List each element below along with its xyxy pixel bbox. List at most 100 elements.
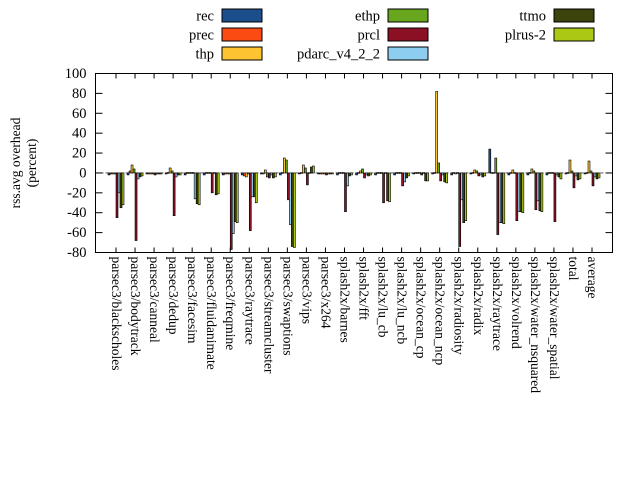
bar-prec: [242, 172, 246, 177]
bar-rec: [545, 172, 549, 176]
bar-rec: [145, 172, 149, 175]
y-tick-label: -40: [67, 205, 86, 221]
bar-plrus-2: [331, 172, 334, 175]
bar-pdarc_v4_2_2: [174, 172, 178, 178]
legend-label-prec: prec: [189, 28, 214, 44]
y-tick-label: 60: [72, 106, 87, 122]
y-axis-label-line2: (percent): [24, 139, 39, 188]
bar-prec: [147, 172, 151, 175]
bar-ethp: [532, 170, 536, 174]
bar-plrus-2: [559, 172, 563, 180]
bar-prcl: [344, 172, 347, 213]
x-category-label: parsec3/x264: [318, 257, 333, 329]
bar-prcl: [553, 172, 557, 222]
x-category-label: parsec3/swaptions: [280, 257, 295, 356]
bar-ethp: [189, 172, 193, 174]
bar-prcl: [115, 172, 119, 218]
bar-plrus-2: [540, 172, 544, 213]
bar-rec: [355, 172, 358, 176]
legend-label-ethp: ethp: [355, 9, 380, 25]
x-category-label: parsec3/dedup: [166, 257, 181, 335]
legend-swatch-thp: [221, 46, 263, 61]
bar-ethp: [494, 157, 498, 174]
x-category-label: parsec3/streamcluster: [261, 257, 276, 374]
legend-swatch-plrus-2: [553, 27, 595, 42]
bar-plrus-2: [483, 172, 487, 177]
y-tick-label: -60: [67, 225, 86, 241]
legend-label-prcl: prcl: [357, 28, 380, 44]
bar-ethp: [570, 170, 574, 174]
y-tick-label: -80: [67, 245, 86, 261]
bar-thp: [111, 172, 115, 175]
bar-plrus-2: [159, 172, 163, 175]
bar-prcl: [248, 172, 252, 231]
bar-prec: [262, 172, 265, 175]
bar-pdarc_v4_2_2: [346, 172, 349, 187]
x-category-label: splash2x/water_spatial: [547, 257, 562, 380]
bar-prcl: [363, 172, 366, 179]
bar-ethp: [246, 172, 250, 175]
bar-rec: [526, 172, 530, 176]
bar-rec: [279, 172, 282, 176]
bar-prec: [204, 172, 208, 174]
bar-plrus-2: [216, 172, 220, 195]
bar-rec: [450, 172, 454, 176]
bar-prcl: [572, 172, 576, 189]
x-category-label: parsec3/canneal: [147, 257, 162, 343]
x-category-label: splash2x/water_nsquared: [528, 257, 543, 394]
bar-plrus-2: [121, 172, 125, 206]
bar-thp: [206, 172, 210, 174]
bar-rec: [107, 172, 111, 176]
bar-thp: [587, 160, 591, 174]
bar-thp: [264, 169, 267, 174]
bar-ethp: [113, 172, 117, 175]
bar-ethp: [285, 159, 288, 174]
bar-rec: [507, 172, 511, 176]
legend-swatch-rec: [221, 8, 263, 23]
legend-label-thp: thp: [195, 47, 214, 63]
x-category-label: total: [566, 257, 581, 281]
bar-pdarc_v4_2_2: [155, 172, 159, 175]
x-category-label: parsec3/raytrace: [242, 257, 257, 345]
bar-prcl: [382, 172, 385, 204]
y-tick-label: 80: [72, 86, 87, 102]
bar-prcl: [268, 172, 271, 179]
bar-prcl: [172, 172, 176, 217]
bar-rec: [164, 172, 168, 175]
legend-label-rec: rec: [196, 9, 214, 25]
bar-rec: [336, 172, 339, 176]
bar-plrus-2: [235, 172, 239, 223]
bar-prcl: [591, 172, 595, 187]
bar-plrus-2: [521, 172, 525, 214]
x-category-label: parsec3/bodytrack: [128, 257, 143, 356]
bar-thp: [130, 164, 134, 174]
bar-rec: [393, 172, 396, 176]
bar-prcl: [134, 172, 138, 241]
bar-prcl: [153, 172, 157, 176]
bar-prec: [223, 172, 227, 175]
bar-rec: [374, 172, 377, 176]
bar-plrus-2: [502, 172, 506, 224]
bar-ethp: [132, 168, 136, 174]
bar-ethp: [151, 172, 155, 175]
bar-prcl: [420, 172, 423, 176]
bar-plrus-2: [350, 172, 353, 176]
x-category-label: splash2x/ocean_ncp: [433, 257, 448, 366]
bar-ethp: [208, 172, 212, 174]
bar-plrus-2: [407, 172, 410, 177]
legend-swatch-prec: [221, 27, 263, 42]
bar-pdarc_v4_2_2: [117, 172, 121, 194]
bar-thp: [225, 172, 229, 175]
legend-swatch-pdarc_v4_2_2: [387, 46, 429, 61]
x-category-label: splash2x/radix: [471, 257, 486, 336]
bar-ttmo: [157, 172, 161, 175]
bar-thp: [568, 159, 572, 174]
bar-ethp: [170, 170, 174, 174]
bar-ethp: [227, 172, 231, 175]
bar-ethp: [361, 168, 364, 174]
legend-label-plrus-2: plrus-2: [505, 28, 546, 44]
bar-prcl: [439, 172, 442, 182]
legend-swatch-prcl: [387, 27, 429, 42]
bar-prec: [109, 172, 113, 175]
